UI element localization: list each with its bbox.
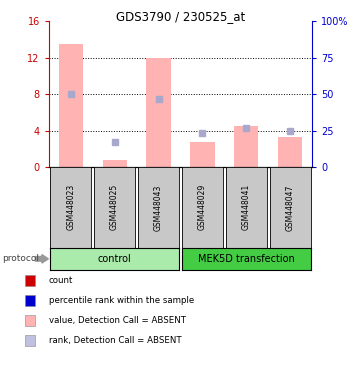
Text: rank, Detection Call = ABSENT: rank, Detection Call = ABSENT bbox=[49, 336, 181, 345]
Bar bbox=[103, 160, 127, 167]
Bar bbox=[278, 137, 303, 167]
Text: GSM448029: GSM448029 bbox=[198, 184, 207, 230]
Text: control: control bbox=[98, 254, 131, 264]
Text: MEK5D transfection: MEK5D transfection bbox=[198, 254, 295, 264]
Text: GSM448041: GSM448041 bbox=[242, 184, 251, 230]
Text: GSM448025: GSM448025 bbox=[110, 184, 119, 230]
Bar bbox=[147, 58, 171, 167]
Text: count: count bbox=[49, 276, 73, 285]
Text: GSM448047: GSM448047 bbox=[286, 184, 295, 230]
Text: protocol: protocol bbox=[2, 254, 39, 263]
Text: value, Detection Call = ABSENT: value, Detection Call = ABSENT bbox=[49, 316, 186, 325]
Text: GSM448043: GSM448043 bbox=[154, 184, 163, 230]
Text: percentile rank within the sample: percentile rank within the sample bbox=[49, 296, 194, 305]
Bar bbox=[58, 44, 83, 167]
Bar bbox=[190, 142, 214, 167]
Text: GDS3790 / 230525_at: GDS3790 / 230525_at bbox=[116, 10, 245, 23]
Bar bbox=[234, 126, 258, 167]
Text: GSM448023: GSM448023 bbox=[66, 184, 75, 230]
